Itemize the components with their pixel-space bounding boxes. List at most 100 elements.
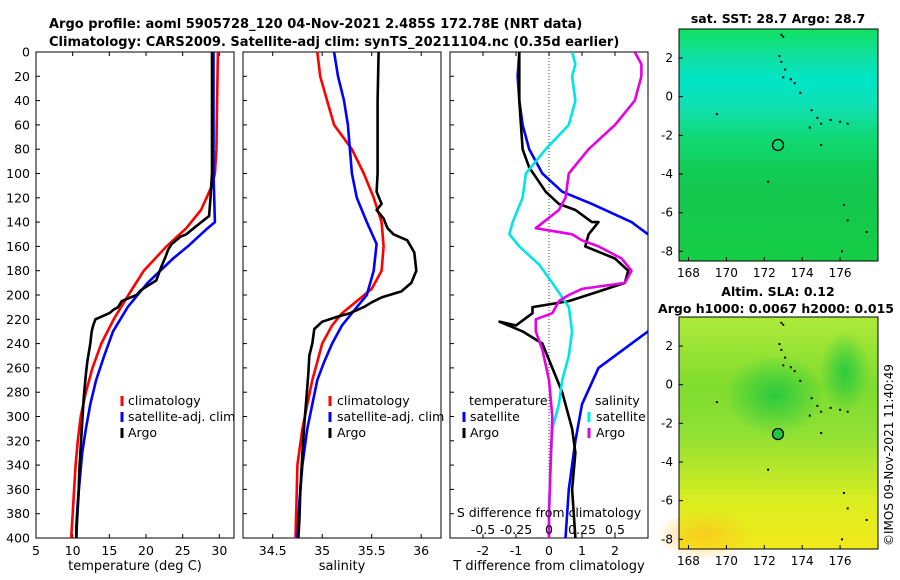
map-y-tick-label: 2 (665, 339, 673, 353)
island-dot (842, 491, 845, 494)
x-tick-label: 35 (314, 543, 330, 558)
difference-lines (498, 52, 648, 538)
x-tick-label: 20 (138, 543, 154, 558)
difference-xlabel2: S difference from climatology (457, 505, 642, 520)
map-x-tick-label: 170 (715, 266, 738, 280)
temperature-legend: climatology satellite-adj. clim Argo (120, 393, 235, 440)
depth-tick-label: 400 (6, 531, 30, 546)
difference-legend: temperature satellite Argo salinity sate… (462, 393, 646, 440)
map-y-tick-label: -6 (661, 494, 673, 508)
temperature-x-axis: 5 10 15 20 25 30 (32, 52, 227, 558)
salinity-axes-frame (242, 51, 442, 539)
sla-low-anomaly (725, 355, 825, 435)
salinity-panel: 34.5 35 35.5 36 salinity climatology satell… (242, 51, 444, 574)
difference-x-axis-2: -0.5 -0.25 0 0.25 0.5 (471, 522, 625, 537)
map-x-tick-label: 174 (791, 266, 814, 280)
x-tick-label: -2 (477, 543, 489, 558)
island-dot (782, 76, 785, 79)
depth-axis: 0 20 40 60 80 100 120 140 160 180 200 220 240 260 280 3… (6, 45, 40, 546)
island-dot (715, 401, 718, 404)
series-line-satellite (296, 52, 378, 538)
x-tick-label: 0 (545, 543, 553, 558)
island-dot (767, 468, 770, 471)
island-dot (829, 406, 832, 409)
map-x-tick-label: 172 (753, 554, 776, 568)
salinity-lines (294, 52, 418, 538)
island-dot (778, 55, 781, 58)
island-dot (839, 408, 842, 411)
island-dot (799, 91, 802, 94)
sst-field (679, 29, 878, 261)
depth-tick-label: 40 (14, 93, 30, 108)
map-y-tick-label: -2 (661, 416, 673, 430)
x-tick-label: 34.5 (259, 543, 287, 558)
x2-tick-label: 0.25 (568, 522, 596, 537)
island-dot (810, 109, 813, 112)
legend-salinity-title: salinity (595, 393, 640, 408)
map-y-tick-label: 0 (665, 378, 673, 392)
depth-tick-label: 200 (6, 288, 30, 303)
depth-tick-label: 20 (14, 69, 30, 84)
island-dot (840, 538, 843, 541)
legend-satellite: satellite-adj. clim (128, 409, 235, 424)
x2-tick-label: -0.25 (500, 522, 532, 537)
series-line-salinity-argo (534, 52, 643, 538)
legend-climatology: climatology (128, 393, 201, 408)
island-dot (780, 321, 783, 324)
depth-tick-label: 300 (6, 409, 30, 424)
series-line-argo (297, 52, 418, 538)
timestamp-footer: ©IMOS 09-Nov-2021 11:40:49 (882, 364, 896, 546)
sla-map-title-1: Altim. SLA: 0.12 (721, 284, 834, 299)
x2-tick-label: 0.5 (605, 522, 625, 537)
sst-map-axes: 168 170 172 174 176 -8 -6 -4 -2 0 2 (661, 51, 852, 280)
depth-tick-label: 240 (6, 336, 30, 351)
island-dot (808, 414, 811, 417)
island-dot (865, 231, 868, 233)
sst-argo-marker (771, 138, 785, 152)
depth-tick-label: 320 (6, 433, 30, 448)
island-dot (842, 203, 845, 206)
x-tick-label: 30 (211, 543, 227, 558)
title-line-2: Climatology: CARS2009. Satellite-adj cli… (49, 35, 619, 50)
sla-low-anomaly-2 (820, 332, 870, 412)
island-dot (820, 432, 823, 434)
island-dot (846, 219, 849, 222)
map-y-tick-label: -4 (661, 455, 673, 469)
depth-tick-label: 380 (6, 506, 30, 521)
depth-tick-label: 80 (14, 142, 30, 157)
sst-map-title: sat. SST: 28.7 Argo: 28.7 (691, 11, 865, 26)
temperature-panel: 0 20 40 60 80 100 120 140 160 180 200 220 240 260 280 3… (6, 45, 235, 575)
map-y-tick-label: -4 (661, 167, 673, 181)
island-dot (782, 364, 785, 367)
depth-tick-label: 60 (14, 117, 30, 132)
x-tick-label: 5 (32, 543, 40, 558)
map-x-tick-label: 168 (677, 554, 700, 568)
island-dot (829, 118, 832, 121)
depth-tick-label: 360 (6, 482, 30, 497)
island-dot (782, 323, 785, 326)
island-dot (780, 33, 783, 36)
island-dot (799, 379, 802, 382)
legend-satellite: satellite-adj. clim (337, 409, 444, 424)
x-tick-label: 10 (65, 543, 81, 558)
island-dot (846, 122, 849, 125)
sla-map-axes: 168 170 172 174 176 -8 -6 -4 -2 0 2 (661, 339, 852, 568)
series-line-salinity-satellite (508, 52, 577, 538)
island-dot (715, 113, 718, 116)
legend-t-argo: Argo (470, 425, 499, 440)
map-x-tick-label: 176 (829, 554, 852, 568)
x-tick-label: 35.5 (358, 543, 386, 558)
legend-argo: Argo (337, 425, 366, 440)
map-x-tick-label: 168 (677, 266, 700, 280)
x-tick-label: 25 (175, 543, 191, 558)
sla-islands (715, 321, 868, 541)
sst-islands (715, 33, 868, 253)
difference-panel: -2 -1 0 1 2 T difference from climatology S … (449, 51, 649, 574)
depth-tick-label: 220 (6, 312, 30, 327)
sst-field-shade (679, 160, 878, 261)
island-dot (846, 507, 849, 510)
x2-tick-label: -0.5 (471, 522, 495, 537)
map-y-tick-label: -8 (661, 244, 673, 258)
x-tick-label: 15 (101, 543, 117, 558)
